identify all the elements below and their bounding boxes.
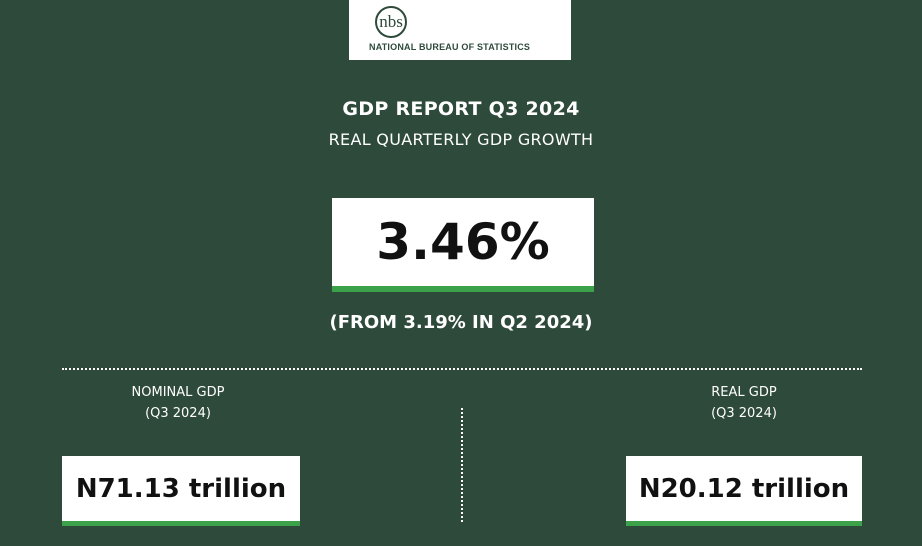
- nbs-logo: nbs NATIONAL BUREAU OF STATISTICS: [349, 0, 571, 60]
- real-gdp-box: N20.12 trillion: [626, 456, 862, 526]
- report-title: GDP REPORT Q3 2024: [342, 98, 580, 120]
- vertical-divider: [461, 408, 463, 522]
- real-gdp-label: REAL GDP (Q3 2024): [636, 382, 852, 424]
- nominal-gdp-value: N71.13 trillion: [75, 473, 287, 504]
- nbs-logo-mark-icon: nbs: [375, 6, 407, 38]
- report-subtitle: REAL QUARTERLY GDP GROWTH: [328, 130, 594, 149]
- growth-comparison-note: (FROM 3.19% IN Q2 2024): [329, 312, 593, 333]
- nominal-gdp-label: NOMINAL GDP (Q3 2024): [70, 382, 286, 424]
- growth-rate-box: 3.46%: [332, 198, 594, 292]
- nominal-gdp-box: N71.13 trillion: [62, 456, 300, 526]
- nominal-gdp-title: NOMINAL GDP: [131, 385, 225, 400]
- real-gdp-value: N20.12 trillion: [638, 473, 850, 504]
- growth-rate-value: 3.46%: [376, 213, 550, 271]
- horizontal-divider: [62, 368, 862, 370]
- svg-text:nbs: nbs: [379, 12, 403, 31]
- nominal-gdp-period: (Q3 2024): [145, 406, 211, 421]
- real-gdp-period: (Q3 2024): [711, 406, 777, 421]
- real-gdp-title: REAL GDP: [711, 385, 777, 400]
- org-name: NATIONAL BUREAU OF STATISTICS: [369, 42, 531, 52]
